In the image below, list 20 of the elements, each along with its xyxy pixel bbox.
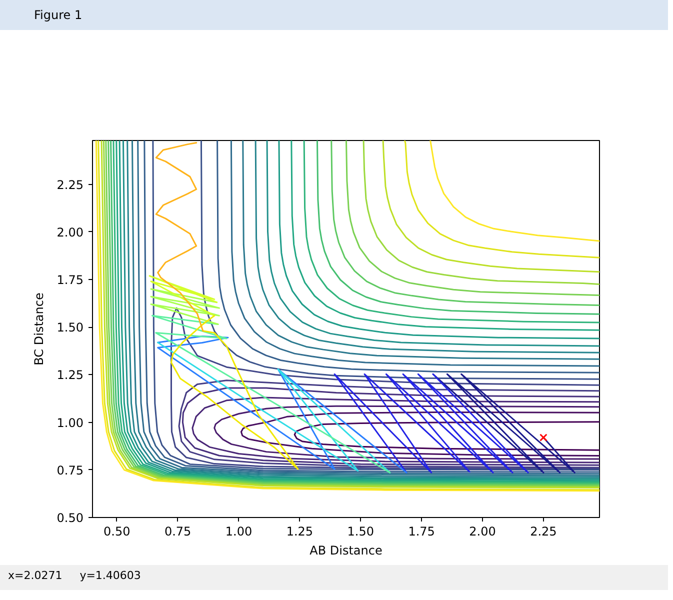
y-tick-label: 1.75 [56,272,84,287]
y-axis-title: BC Distance [32,292,46,366]
y-tick-label: 2.00 [56,225,84,240]
text: x=2.0271 y=1.40603 [8,568,141,584]
y-tick-label: 1.50 [56,320,84,335]
y-tick-label: 1.00 [56,416,84,430]
x-tick-label: 2.00 [469,524,496,538]
x-tick-label: 1.75 [408,524,435,538]
y-tick-label: 1.25 [56,368,84,382]
x-tick-label: 1.50 [347,524,374,538]
x-tick-label: 1.25 [286,524,314,538]
y-tick-label: 0.75 [56,463,84,478]
x-axis-title: AB Distance [310,544,382,558]
caption: Figure 1 [34,7,82,24]
x-tick-label: 1.00 [225,524,252,538]
y-tick-label: 0.50 [56,511,84,525]
x-tick-label: 2.25 [530,524,557,538]
x-tick-label: 0.50 [104,524,130,538]
x-tick-label: 0.75 [164,524,192,538]
y-tick-label: 2.25 [56,178,84,192]
